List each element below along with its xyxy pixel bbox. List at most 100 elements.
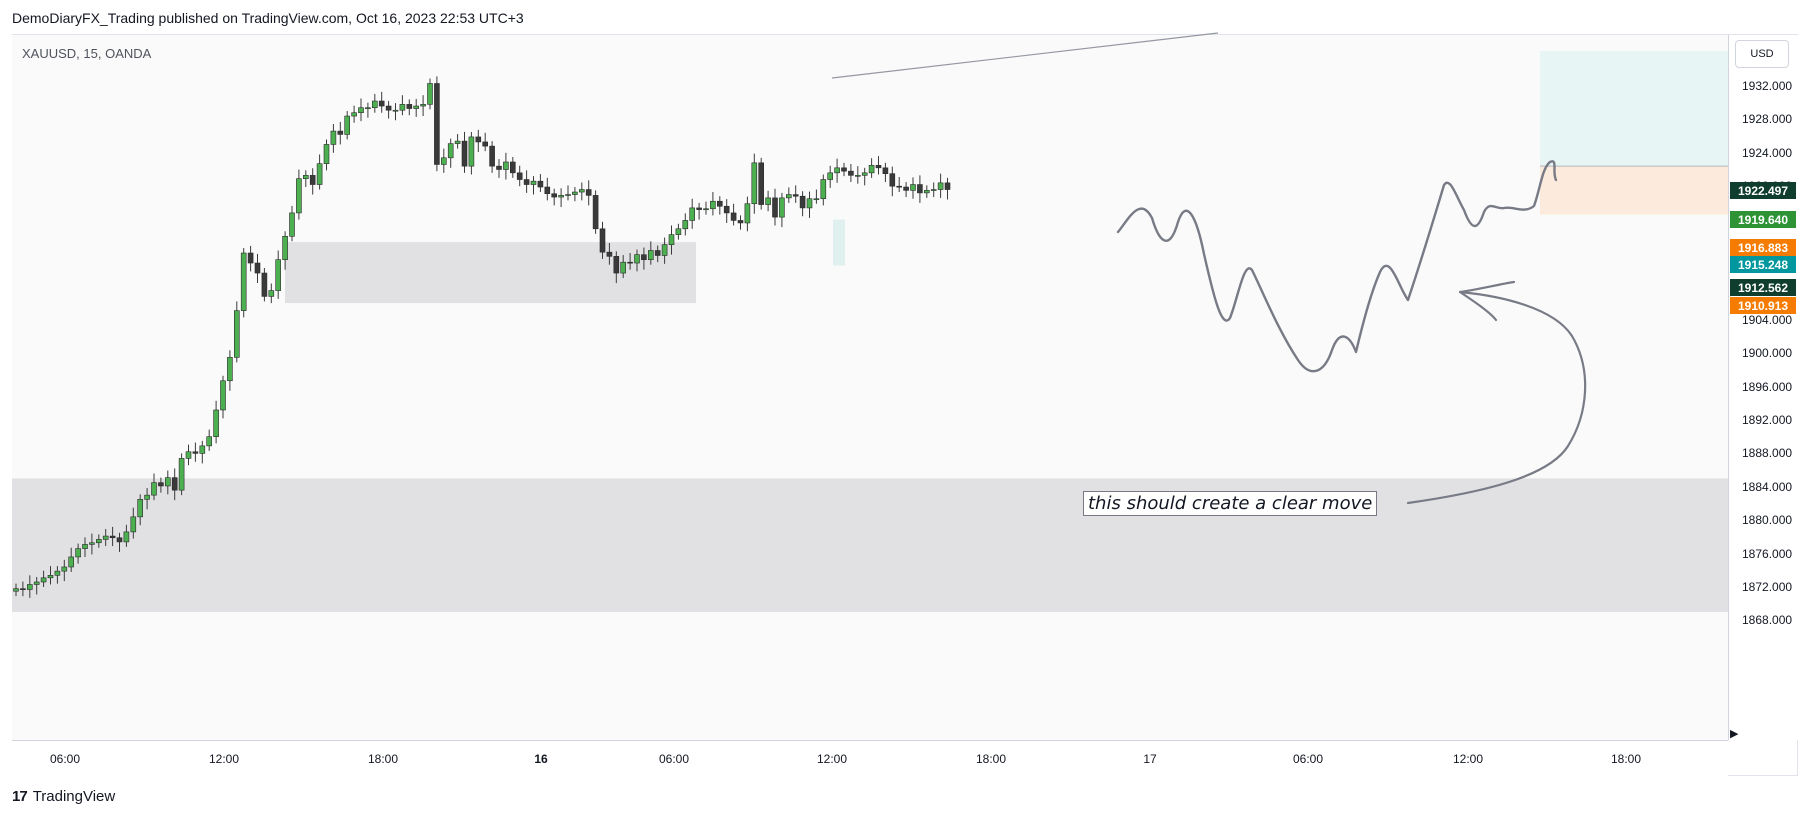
candle-body xyxy=(509,161,516,174)
candle-body xyxy=(289,212,295,237)
candle-body xyxy=(261,272,268,297)
candle-body xyxy=(220,380,226,411)
candle-body xyxy=(689,207,696,221)
candle-body xyxy=(399,104,406,111)
projection-path-drawing xyxy=(1116,160,1558,373)
candle-body xyxy=(703,208,709,211)
candle-body xyxy=(737,220,744,224)
candle-body xyxy=(434,83,440,165)
candle-body xyxy=(309,175,316,185)
candle-body xyxy=(351,112,357,117)
price-tick-label: 1928.000 xyxy=(1742,112,1793,127)
price-badge: 1910.913 xyxy=(1730,297,1796,314)
candle-body xyxy=(572,191,578,195)
candle-body xyxy=(192,451,199,454)
candle-body xyxy=(185,451,192,459)
symbol-label: XAUUSD, 15, OANDA xyxy=(22,46,152,61)
candle-body xyxy=(806,198,813,209)
tradingview-logo-icon[interactable]: 17 xyxy=(12,788,28,805)
candle-body xyxy=(792,194,799,197)
candle-body xyxy=(392,109,399,112)
candle-body xyxy=(896,185,903,188)
price-tick-label: 1880.000 xyxy=(1742,513,1793,528)
candle-body xyxy=(503,161,509,170)
candle-body xyxy=(102,535,109,540)
candle-body xyxy=(489,145,495,167)
candle-body xyxy=(240,252,247,311)
time-tick-label: 12:00 xyxy=(816,752,848,766)
price-tick-label: 1872.000 xyxy=(1742,580,1793,594)
annotation-text-box[interactable]: this should create a clear move xyxy=(1083,491,1378,516)
candle-body xyxy=(910,184,916,191)
candle-body xyxy=(537,180,544,188)
price-axis[interactable] xyxy=(1728,35,1798,740)
candle-body xyxy=(206,436,212,447)
candle-body xyxy=(158,482,164,487)
brand-name[interactable]: TradingView xyxy=(32,788,116,805)
candle-body xyxy=(923,190,930,194)
candle-body xyxy=(275,259,282,291)
price-tick-label: 1888.000 xyxy=(1742,446,1793,461)
candle-body xyxy=(337,130,344,135)
scroll-to-realtime-icon[interactable]: ▶ xyxy=(1730,728,1739,740)
price-tick-label: 1876.000 xyxy=(1742,546,1793,561)
highlight-rect xyxy=(833,219,845,266)
chart-plot-area[interactable] xyxy=(12,35,1728,740)
candle-body xyxy=(944,182,951,190)
candle-body xyxy=(516,172,523,180)
price-badge: 1915.248 xyxy=(1730,256,1796,273)
candle-body xyxy=(61,566,68,572)
zone-rect xyxy=(12,478,1728,613)
candle-body xyxy=(668,234,675,245)
candle-body xyxy=(854,175,861,177)
position-stop-rect xyxy=(1540,166,1728,215)
candle-body xyxy=(40,577,47,583)
candle-body xyxy=(268,290,275,297)
candle-body xyxy=(296,178,302,214)
candle-body xyxy=(316,163,323,185)
candle-body xyxy=(96,539,102,544)
price-badge: 1922.497 xyxy=(1730,182,1796,199)
candle-body xyxy=(654,250,661,256)
candle-body xyxy=(682,220,689,230)
candle-body xyxy=(13,588,19,592)
time-axis[interactable] xyxy=(12,740,1728,776)
time-tick-label: 12:00 xyxy=(1452,752,1484,766)
candle-body xyxy=(165,477,171,487)
candle-body xyxy=(144,494,150,500)
candle-body xyxy=(627,261,633,264)
candle-body xyxy=(813,198,820,201)
candle-body xyxy=(599,228,606,253)
candle-body xyxy=(68,556,74,568)
time-tick-label: 06:00 xyxy=(1292,752,1324,766)
candle-body xyxy=(875,165,882,169)
price-tick-label: 1924.000 xyxy=(1742,145,1793,160)
candle-body xyxy=(779,197,785,218)
candle-body xyxy=(82,544,88,549)
candle-body xyxy=(234,310,240,358)
candle-body xyxy=(634,254,640,264)
candle-body xyxy=(578,189,585,193)
candle-body xyxy=(889,173,896,187)
time-tick-label: 17 xyxy=(1143,752,1157,766)
candle-body xyxy=(772,197,778,218)
currency-button[interactable]: USD xyxy=(1735,40,1789,68)
candle-body xyxy=(47,575,54,579)
price-badge: 1916.883 xyxy=(1730,239,1796,256)
candle-body xyxy=(178,458,185,491)
candle-body xyxy=(661,244,668,256)
candle-body xyxy=(137,499,143,518)
candle-body xyxy=(54,570,61,576)
candle-body xyxy=(282,236,288,260)
time-tick-label: 18:00 xyxy=(975,752,1007,766)
candle-body xyxy=(723,205,730,214)
candle-body xyxy=(330,130,337,145)
candle-body xyxy=(454,140,461,144)
price-tick-label: 1892.000 xyxy=(1742,413,1793,427)
candle-body xyxy=(930,189,937,191)
candle-body xyxy=(427,83,433,105)
candle-body xyxy=(544,186,551,195)
price-tick-label: 1896.000 xyxy=(1742,379,1793,394)
candle-body xyxy=(834,167,840,174)
